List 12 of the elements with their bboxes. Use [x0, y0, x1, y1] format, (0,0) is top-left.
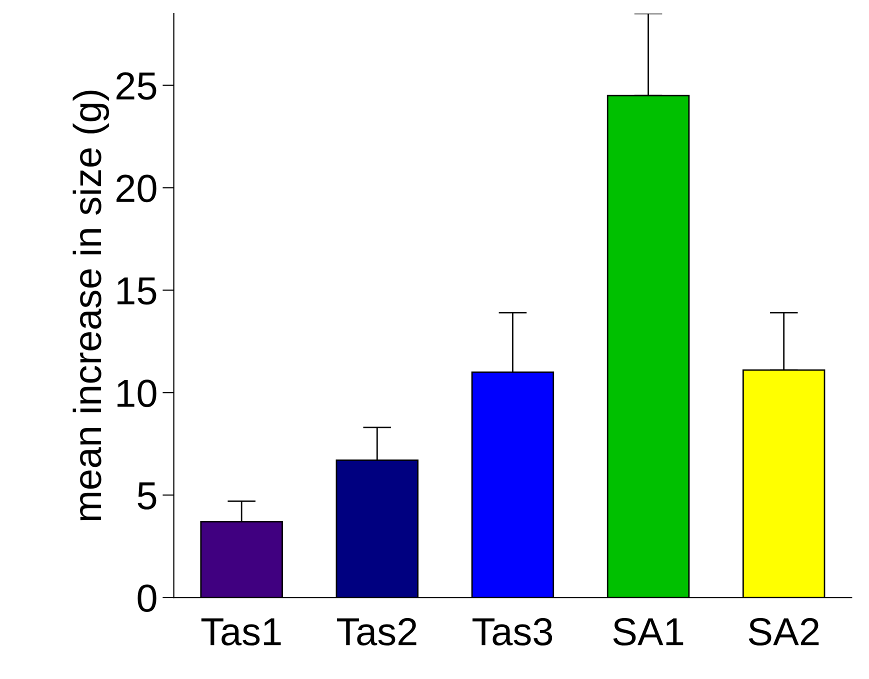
y-tick-label: 5 — [138, 482, 156, 510]
y-tick-label: 20 — [116, 174, 156, 202]
x-tick-label: SA2 — [748, 618, 819, 646]
x-tick-label: SA1 — [613, 618, 684, 646]
y-tick-label: 25 — [116, 72, 156, 100]
y-tick-label: 10 — [118, 380, 156, 408]
y-axis-title: mean increase in size (g) — [72, 90, 110, 520]
y-tick-label: 15 — [118, 278, 156, 305]
x-tick-label: Tas2 — [336, 618, 416, 646]
x-tick-label: Tas1 — [201, 618, 281, 646]
y-tick-label: 0 — [138, 584, 156, 612]
x-tick-label: Tas3 — [472, 618, 552, 646]
